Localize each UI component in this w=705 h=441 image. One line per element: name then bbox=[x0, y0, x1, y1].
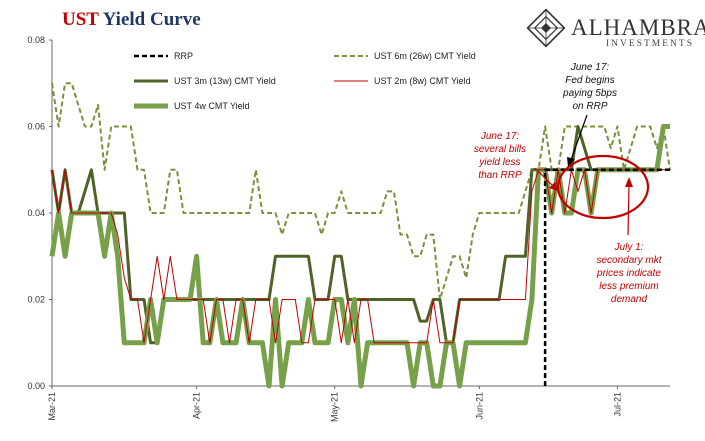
x-tick-label: Jul-21 bbox=[612, 392, 622, 417]
legend-label-ust3m: UST 3m (13w) CMT Yield bbox=[174, 76, 276, 86]
annotation-june17-bills-arrow bbox=[534, 167, 554, 187]
alhambra-logo: ALHAMBRA INVESTMENTS bbox=[526, 8, 705, 49]
y-tick-label: 0.00 bbox=[27, 381, 45, 391]
annotation-june17-bills: June 17: several bills yield less than R… bbox=[474, 131, 558, 191]
annotation-july1-line3: prices indicate bbox=[596, 268, 661, 279]
annotation-july1: July 1: secondary mkt prices indicate le… bbox=[596, 177, 663, 305]
annotation-june17-rrp-arrowhead bbox=[567, 157, 575, 167]
y-tick-label: 0.06 bbox=[27, 122, 45, 132]
logo-subtitle: INVESTMENTS bbox=[606, 39, 694, 49]
annotation-june17-rrp-line3: paying 5bps bbox=[562, 88, 617, 99]
annotation-july1-line4: less premium bbox=[599, 281, 658, 292]
series-ust4w bbox=[49, 124, 670, 389]
x-tick-label: Mar-21 bbox=[47, 392, 57, 421]
logo-name: ALHAMBRA bbox=[571, 15, 705, 40]
annotation-june17-bills-arrowhead bbox=[549, 182, 558, 191]
legend: RRP UST 6m (26w) CMT Yield UST 3m (13w) … bbox=[134, 51, 476, 111]
annotation-july1-line2: secondary mkt bbox=[596, 255, 662, 266]
annotation-june17-bills-line1: June 17: bbox=[480, 131, 520, 142]
annotation-july1-line5: demand bbox=[611, 294, 648, 305]
y-tick-label: 0.02 bbox=[27, 295, 45, 305]
chart-title-part1: UST bbox=[62, 9, 99, 30]
highlight-ellipse bbox=[556, 154, 650, 220]
chart-title-part2: Yield Curve bbox=[99, 9, 201, 30]
annotation-july1-arrow bbox=[627, 183, 630, 236]
annotation-july1-line1: July 1: bbox=[614, 242, 644, 253]
legend-label-ust6m: UST 6m (26w) CMT Yield bbox=[374, 51, 476, 61]
x-tick-label: Jun-21 bbox=[474, 392, 484, 420]
x-tick-label: Apr-21 bbox=[192, 392, 202, 419]
legend-label-rrp: RRP bbox=[174, 51, 193, 61]
series-lines bbox=[49, 82, 671, 389]
legend-label-ust2m: UST 2m (8w) CMT Yield bbox=[374, 76, 471, 86]
y-tick-label: 0.04 bbox=[27, 208, 45, 218]
annotation-july1-arrowhead bbox=[625, 177, 633, 187]
x-tick-label: May-21 bbox=[330, 392, 340, 422]
series-ust6m bbox=[51, 82, 671, 301]
annotation-june17-rrp-arrow bbox=[570, 114, 588, 161]
annotation-june17-rrp-line2: Fed begins bbox=[565, 75, 614, 86]
series-rrp bbox=[543, 168, 670, 386]
series-ust3m bbox=[50, 125, 670, 345]
chart-title: UST Yield Curve bbox=[62, 9, 201, 30]
y-tick-labels: 0.00 0.02 0.04 0.06 0.08 bbox=[27, 35, 52, 391]
logo-diamond-icon bbox=[526, 8, 566, 48]
annotation-june17-bills-line4: than RRP bbox=[478, 170, 522, 181]
x-tick-labels: Mar-21 Apr-21 May-21 Jun-21 Jul-21 bbox=[47, 386, 622, 422]
series-ust2m bbox=[51, 169, 670, 344]
legend-label-ust4w: UST 4w CMT Yield bbox=[174, 101, 250, 111]
annotation-june17-rrp-line1: June 17: bbox=[570, 62, 610, 73]
annotation-june17-bills-line3: yield less bbox=[478, 157, 520, 168]
annotation-june17-bills-line2: several bills bbox=[474, 144, 526, 155]
annotation-june17-rrp: June 17: Fed begins paying 5bps on RRP bbox=[562, 62, 617, 167]
annotation-june17-rrp-line4: on RRP bbox=[572, 101, 607, 112]
y-tick-label: 0.08 bbox=[27, 35, 45, 45]
